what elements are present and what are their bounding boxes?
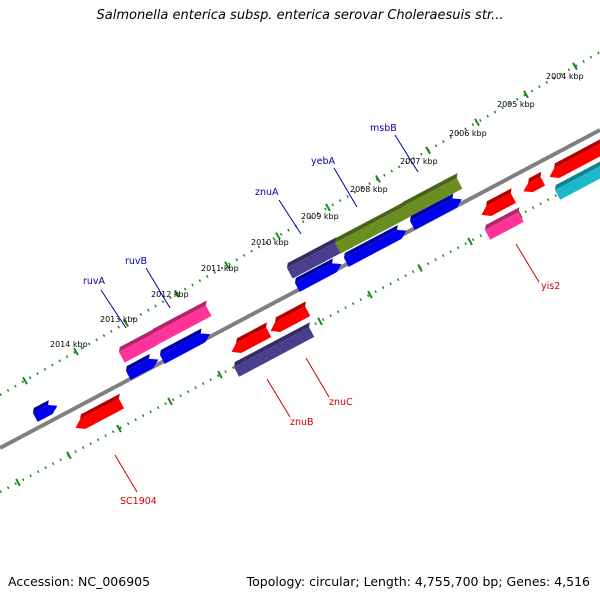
outer-tick-2 <box>123 319 129 327</box>
gene-blue-c[interactable] <box>160 333 211 364</box>
accession-text: Accession: NC_006905 <box>8 574 151 589</box>
kbp-label-2004: 2004 kbp <box>546 72 584 81</box>
leader-SC1904 <box>114 454 138 493</box>
gene-label-yis2: yis2 <box>541 281 560 292</box>
gene-label-ruvB: ruvB <box>125 256 147 267</box>
inner-tick-10 <box>517 210 523 219</box>
gene-msbB[interactable] <box>402 177 463 218</box>
leader-znuA <box>278 199 302 235</box>
kbp-label-2005: 2005 kbp <box>497 100 535 109</box>
inner-tick-2 <box>116 424 122 433</box>
outer-tick-7 <box>375 174 381 183</box>
gene-blue-d-bevel <box>295 258 333 283</box>
leader-znuB <box>266 378 291 418</box>
kbp-label-2008: 2008 kbp <box>350 185 388 194</box>
inner-tick-6 <box>317 317 323 326</box>
gene-blue-a[interactable] <box>33 405 58 422</box>
map-title: Salmonella enterica subsp. enterica sero… <box>96 8 504 23</box>
leader-znuC <box>305 357 330 398</box>
outer-tick-4 <box>224 261 230 270</box>
gene-cyan-a-bevel <box>555 161 600 190</box>
outer-tick-6 <box>325 203 331 212</box>
gene-label-znuA: znuA <box>255 187 279 198</box>
gene-ruvA-bevel <box>119 329 154 352</box>
gene-red-d-bevel <box>528 171 542 184</box>
kbp-label-2010: 2010 kbp <box>251 238 289 247</box>
leader-yebA <box>333 167 358 208</box>
leader-msbB <box>394 134 419 173</box>
outer-tick-10 <box>523 90 529 99</box>
gene-blue-b-bevel <box>126 353 150 371</box>
inner-tick-4 <box>217 370 223 379</box>
gene-red-a-bevel <box>236 322 267 344</box>
kbp-label-2007: 2007 kbp <box>400 157 438 166</box>
gene-label-znuC: znuC <box>329 397 353 408</box>
gene-blue-e-bevel <box>344 224 398 258</box>
kbp-label-2014: 2014 kbp <box>50 340 88 349</box>
genome-stats-text: Topology: circular; Length: 4,755,700 bp… <box>246 574 590 589</box>
gene-features <box>33 139 600 429</box>
inner-tick-0 <box>15 478 21 487</box>
gene-SC1904[interactable] <box>75 398 125 429</box>
gene-blue-c-bevel <box>160 328 202 355</box>
kbp-label-2006: 2006 kbp <box>449 129 487 138</box>
gene-blue-f[interactable] <box>410 198 462 230</box>
gene-znuB-znuC[interactable] <box>234 327 315 377</box>
gene-red-d[interactable] <box>523 176 546 193</box>
gene-label-yebA: yebA <box>311 156 335 167</box>
gene-ruvB-bevel <box>152 300 207 334</box>
gene-znuA-bevel <box>287 237 337 268</box>
gene-ruvA[interactable] <box>119 334 159 363</box>
gene-yis2-bevel <box>485 207 520 230</box>
leader-yis2 <box>515 243 540 283</box>
leader-ruvA <box>100 289 127 329</box>
inner-tick-1 <box>66 451 72 460</box>
outer-tick-0 <box>22 376 28 385</box>
gene-red-c-bevel <box>486 188 512 207</box>
kbp-label-2013: 2013 kbp <box>100 315 138 324</box>
gene-red-e-bevel <box>554 139 600 169</box>
kbp-label-2012: 2012 kbp <box>151 290 189 299</box>
kbp-label-2009: 2009 kbp <box>301 212 339 221</box>
gene-cyan-a[interactable] <box>555 162 600 200</box>
kbp-label-2011: 2011 kbp <box>201 264 239 273</box>
gene-yis2[interactable] <box>485 212 524 240</box>
gene-label-znuB: znuB <box>290 417 314 428</box>
leader-ruvB <box>145 267 171 309</box>
gene-znuB-znuC-bevel <box>234 322 310 367</box>
outer-tick-11 <box>572 62 578 71</box>
outer-tick-1 <box>73 347 79 356</box>
gene-SC1904-bevel <box>80 393 120 420</box>
gene-ruvB[interactable] <box>152 305 212 345</box>
outer-major-ticks <box>22 62 578 385</box>
gene-label-msbB: msbB <box>370 123 397 134</box>
gene-blue-e[interactable] <box>344 229 407 267</box>
gene-red-a[interactable] <box>231 327 272 353</box>
gene-yebA-bevel <box>335 201 405 243</box>
gene-blue-b[interactable] <box>126 358 159 380</box>
gene-yebA[interactable] <box>335 206 410 254</box>
gene-blue-f-bevel <box>410 193 454 221</box>
gene-msbB-bevel <box>402 173 458 207</box>
gene-red-c[interactable] <box>481 193 516 216</box>
gene-red-b-bevel <box>275 301 306 323</box>
gene-red-e[interactable] <box>549 143 600 178</box>
gene-znuA[interactable] <box>287 242 342 279</box>
gene-red-b[interactable] <box>270 306 311 332</box>
gene-blue-a-bevel <box>33 400 49 413</box>
outer-tick-3 <box>174 289 180 298</box>
inner-tick-3 <box>167 397 173 406</box>
outer-tick-8 <box>425 146 431 155</box>
gene-label-ruvA: ruvA <box>83 276 106 287</box>
inner-tick-7 <box>367 290 373 299</box>
gene-label-SC1904: SC1904 <box>120 496 157 507</box>
inner-tick-8 <box>417 263 423 273</box>
outer-tick-9 <box>474 118 480 127</box>
gene-blue-d[interactable] <box>295 263 342 292</box>
inner-tick-9 <box>467 237 473 246</box>
outer-tick-5 <box>275 232 281 241</box>
